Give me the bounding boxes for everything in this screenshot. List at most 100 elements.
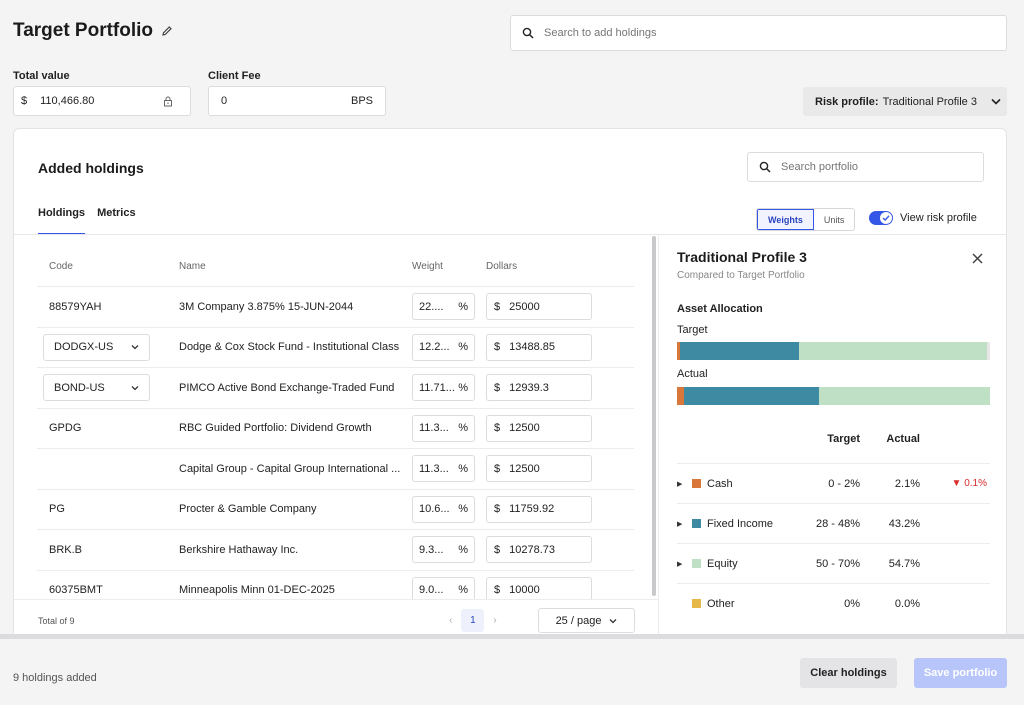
- allocation-actual: 43.2%: [888, 517, 920, 530]
- allocation-row[interactable]: ▶ Equity 50 - 70% 54.7%: [677, 543, 990, 583]
- dollars-input[interactable]: $12500: [486, 414, 592, 442]
- total-value-field[interactable]: $ 110,466.80: [13, 86, 191, 116]
- table-row: BRK.B Berkshire Hathaway Inc. 9.3...% $1027…: [37, 530, 634, 571]
- table-row: 88579YAH 3M Company 3.875% 15-JUN-2044 22.…: [37, 287, 634, 328]
- page-number[interactable]: 1: [461, 609, 485, 632]
- weight-input[interactable]: 11.71...%: [412, 374, 475, 402]
- allocation-target: 50 - 70%: [815, 557, 860, 570]
- dollars-input[interactable]: $11759.92: [486, 495, 592, 523]
- dollars-value: 25000: [509, 300, 540, 313]
- allocation-target: 0 - 2%: [828, 477, 860, 490]
- next-page-icon[interactable]: ›: [493, 615, 497, 626]
- weight-value: 9.3...: [419, 543, 444, 556]
- col-dollars: Dollars: [486, 261, 518, 272]
- dollars-input[interactable]: $10278.73: [486, 536, 592, 564]
- dollars-input[interactable]: $25000: [486, 293, 592, 321]
- page-title-text: Target Portfolio: [13, 20, 154, 41]
- percent-symbol: %: [458, 341, 468, 354]
- name-cell: Berkshire Hathaway Inc.: [179, 543, 299, 556]
- code-select[interactable]: DODGX-US: [43, 333, 150, 361]
- target-segment-other: [986, 342, 990, 360]
- allocation-row[interactable]: Other 0% 0.0%: [677, 583, 990, 623]
- code-cell: DODGX-US: [37, 333, 179, 361]
- segment-weights[interactable]: Weights: [757, 209, 814, 230]
- code-select-value: BOND-US: [54, 381, 105, 394]
- lock-icon: [164, 96, 172, 106]
- client-fee-label: Client Fee: [208, 70, 261, 82]
- risk-profile-label: Risk profile:: [815, 95, 879, 108]
- weight-input[interactable]: 12.2...%: [412, 333, 475, 361]
- pencil-icon[interactable]: [161, 25, 173, 37]
- table-footer: Total of 9 ‹ 1 › 25 / page: [14, 599, 658, 639]
- chevron-down-icon: [131, 345, 139, 350]
- chevron-down-icon: [609, 618, 617, 623]
- allocation-name: Equity: [692, 558, 804, 570]
- col-actual: Actual: [886, 433, 920, 445]
- chevron-down-icon: [131, 385, 139, 391]
- portfolio-search[interactable]: [747, 152, 984, 182]
- dollars-input[interactable]: $12500: [486, 455, 592, 483]
- code-select[interactable]: BOND-US: [43, 374, 150, 402]
- allocation-name: Cash: [692, 478, 804, 490]
- color-swatch: [692, 519, 701, 528]
- code-select-value: DODGX-US: [54, 341, 114, 354]
- caret-right-icon[interactable]: ▶: [677, 520, 683, 528]
- chevron-down-icon: [991, 98, 1001, 105]
- add-holdings-input[interactable]: [544, 27, 980, 39]
- name-cell: Capital Group - Capital Group Internatio…: [179, 462, 401, 475]
- code-cell: PG: [49, 503, 65, 516]
- name-cell: 3M Company 3.875% 15-JUN-2044: [179, 300, 354, 313]
- dollars-input[interactable]: $13488.85: [486, 333, 592, 361]
- weight-input[interactable]: 11.3...%: [412, 455, 475, 483]
- clear-holdings-button[interactable]: Clear holdings: [800, 658, 897, 688]
- allocation-header: Target Actual: [677, 433, 990, 445]
- allocation-label: Cash: [707, 477, 733, 490]
- total-value-label: Total value: [13, 70, 70, 82]
- actual-bar-label: Actual: [677, 368, 708, 380]
- portfolio-search-input[interactable]: [781, 161, 983, 173]
- col-name: Name: [179, 261, 206, 272]
- actual-allocation-bar: [677, 387, 990, 405]
- weight-cell: 9.3...%: [412, 536, 486, 564]
- weight-value: 10.6...: [419, 503, 450, 516]
- weight-input[interactable]: 11.3...%: [412, 414, 475, 442]
- total-value-text: 110,466.80: [40, 95, 95, 107]
- client-fee-field[interactable]: 0 BPS: [208, 86, 386, 116]
- asset-allocation-heading: Asset Allocation: [677, 303, 763, 315]
- add-holdings-search[interactable]: [510, 15, 1007, 51]
- col-target: Target: [827, 433, 860, 445]
- percent-symbol: %: [458, 381, 468, 394]
- weight-input[interactable]: 22....%: [412, 293, 475, 321]
- dollars-value: 13488.85: [509, 341, 556, 354]
- weight-input[interactable]: 10.6...%: [412, 495, 475, 523]
- tab-metrics[interactable]: Metrics: [97, 207, 136, 219]
- risk-profile-value: Traditional Profile 3: [882, 95, 977, 108]
- allocation-row[interactable]: ▶ Cash 0 - 2% 2.1% ▼ 0.1%: [677, 463, 990, 503]
- view-risk-profile-switch[interactable]: [869, 211, 893, 225]
- name-cell: Procter & Gamble Company: [179, 503, 317, 516]
- weight-value: 12.2...: [419, 341, 450, 354]
- close-icon[interactable]: [972, 253, 983, 264]
- weight-input[interactable]: 9.3...%: [412, 536, 475, 564]
- caret-right-icon[interactable]: ▶: [677, 560, 683, 568]
- allocation-name: Other: [692, 598, 804, 610]
- code-cell: BOND-US: [37, 374, 179, 402]
- currency-symbol: $: [494, 381, 501, 394]
- holdings-table: Code Name Weight Dollars 88579YAH 3M Comp…: [37, 247, 634, 611]
- table-scrollbar[interactable]: [652, 236, 656, 596]
- allocation-row[interactable]: ▶ Fixed Income 28 - 48% 43.2%: [677, 503, 990, 543]
- pagination: ‹ 1 ›: [449, 609, 497, 632]
- search-icon: [759, 161, 771, 173]
- code-cell: GPDG: [49, 422, 82, 435]
- segment-units[interactable]: Units: [823, 214, 845, 225]
- dollars-input[interactable]: $12939.3: [486, 374, 592, 402]
- per-page-select[interactable]: 25 / page: [538, 608, 635, 633]
- target-segment-cash: [677, 342, 681, 360]
- risk-profile-dropdown[interactable]: Risk profile: Traditional Profile 3: [803, 87, 1007, 116]
- save-portfolio-button[interactable]: Save portfolio: [914, 658, 1007, 688]
- tab-holdings[interactable]: Holdings: [38, 207, 86, 235]
- currency-symbol: $: [494, 462, 501, 475]
- prev-page-icon[interactable]: ‹: [449, 615, 453, 626]
- caret-right-icon[interactable]: ▶: [677, 480, 683, 488]
- allocation-name: Fixed Income: [692, 518, 804, 530]
